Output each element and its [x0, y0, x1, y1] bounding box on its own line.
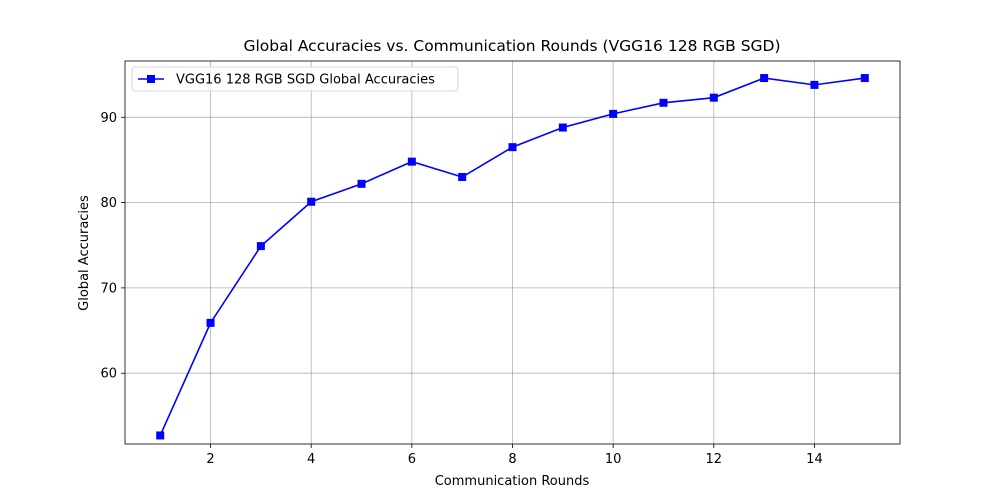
axes-layer: 2 4 6 8 10 12 14 60 70 80 90 — [100, 60, 901, 467]
x-tick-label: 14 — [806, 452, 823, 467]
data-point — [156, 431, 165, 440]
y-axis-label: Global Accuracies — [77, 195, 92, 311]
x-tick-label: 10 — [605, 452, 622, 467]
data-point — [407, 157, 416, 166]
data-point — [256, 242, 265, 251]
data-point — [860, 74, 869, 83]
chart-title: Global Accuracies vs. Communication Roun… — [243, 37, 780, 55]
y-tick-label: 60 — [100, 367, 117, 382]
data-point — [659, 98, 668, 107]
legend-marker — [147, 75, 155, 83]
legend-label: VGG16 128 RGB SGD Global Accuracies — [176, 73, 435, 88]
y-tick-label: 70 — [100, 281, 117, 296]
x-tick-label: 6 — [408, 452, 416, 467]
data-point — [760, 74, 769, 83]
plot-frame — [124, 60, 901, 445]
data-point — [810, 80, 819, 89]
legend-box — [131, 66, 459, 92]
data-point — [357, 179, 366, 188]
x-tick-label: 4 — [307, 452, 315, 467]
series-layer — [156, 74, 869, 440]
data-point — [609, 109, 618, 118]
x-tick-label: 12 — [706, 452, 723, 467]
y-tick-label: 80 — [100, 196, 117, 211]
y-tick-label: 90 — [100, 111, 117, 126]
x-tick-label: 2 — [206, 452, 214, 467]
x-tick-label: 8 — [508, 452, 516, 467]
data-point — [558, 123, 567, 132]
data-point — [206, 318, 215, 327]
grid-layer — [125, 61, 900, 444]
legend-layer: VGG16 128 RGB SGD Global Accuracies — [131, 66, 459, 92]
x-axis-label: Communication Rounds — [435, 474, 590, 489]
data-point — [709, 93, 718, 102]
data-point — [508, 143, 517, 152]
data-point — [458, 173, 467, 182]
data-point — [307, 197, 316, 206]
